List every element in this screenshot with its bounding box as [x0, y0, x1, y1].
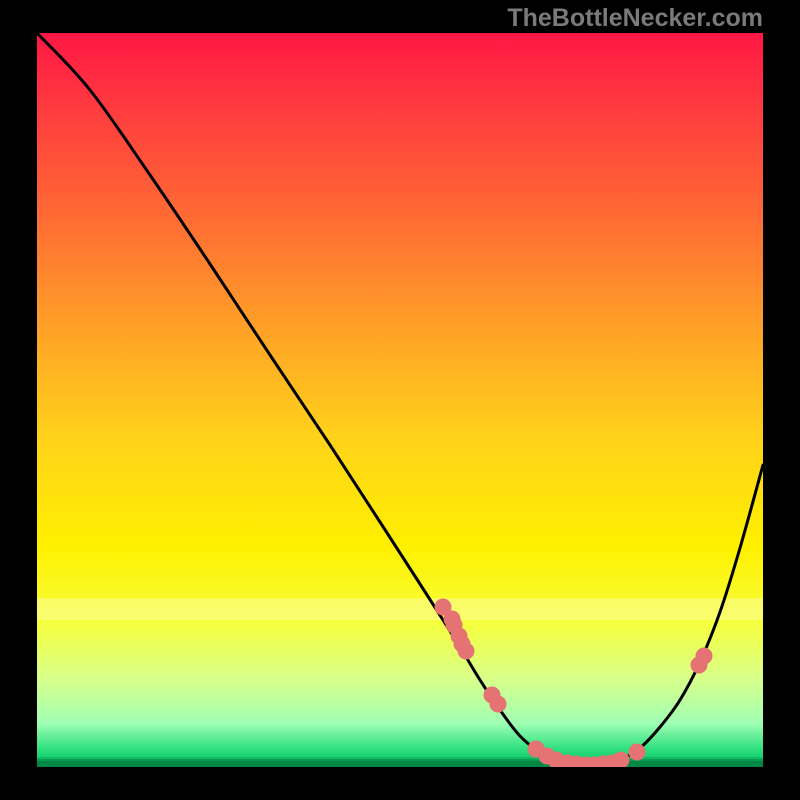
data-marker [490, 696, 506, 712]
data-marker [629, 744, 645, 760]
chart-canvas: TheBottleNecker.com [0, 0, 800, 800]
plot-gradient-background [37, 33, 763, 767]
bottom-green-band [37, 757, 763, 767]
data-marker [613, 752, 629, 768]
data-marker [696, 648, 712, 664]
watermark-text: TheBottleNecker.com [507, 4, 763, 33]
data-marker [458, 643, 474, 659]
bottleneck-chart-svg [0, 0, 800, 800]
pale-band [37, 598, 763, 620]
